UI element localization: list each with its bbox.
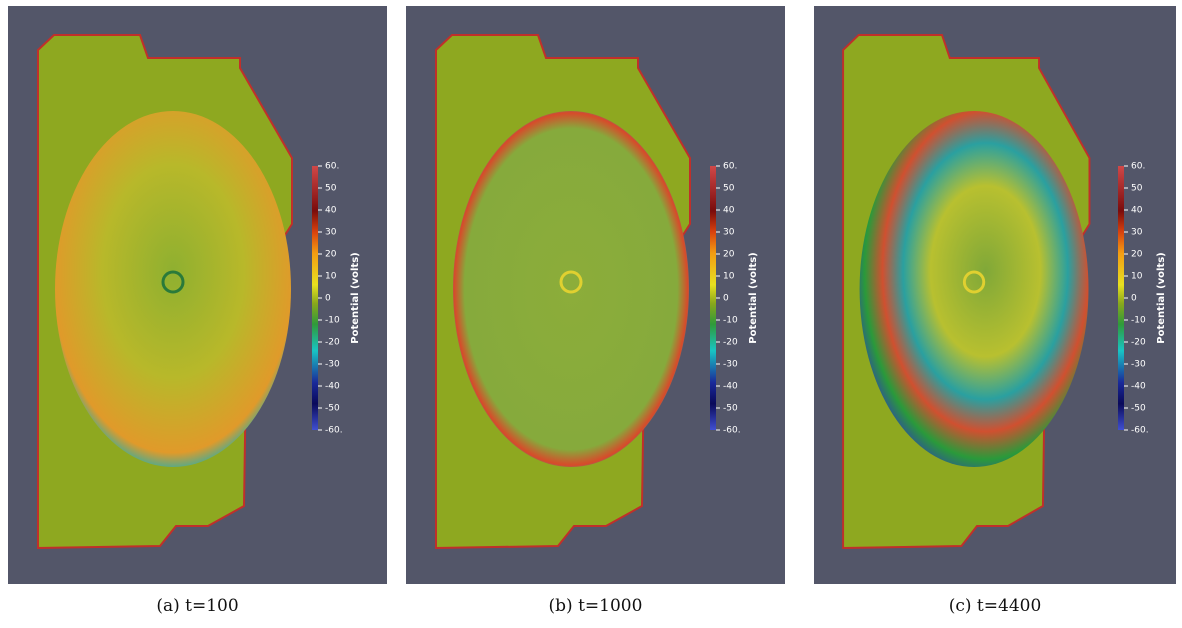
- colorbar-tick-label: 0: [325, 294, 331, 304]
- colorbar-tick-label: -10: [723, 316, 738, 326]
- colorbar-tick-label: 0: [723, 294, 729, 304]
- colorbar-tick-label: -10: [1131, 316, 1146, 326]
- colorbar-tick-label: 50: [1131, 184, 1143, 194]
- colorbar-tick-label: -50: [1131, 404, 1146, 414]
- caption: (a) t=100: [156, 596, 238, 616]
- colorbar-tick-label: -20: [1131, 338, 1146, 348]
- colorbar-tick-label: -60.: [1131, 426, 1149, 436]
- colorbar-tick-label: 30: [1131, 228, 1143, 238]
- panel: 60. 50 40 30 20 10 0 -10 -20 -30 -40 -50 -60. Potenti…: [406, 6, 785, 584]
- colorbar-tick-label: 40: [325, 206, 337, 216]
- colorbar-tick-label: 30: [325, 228, 337, 238]
- colorbar-tick-label: 20: [1131, 250, 1143, 260]
- colorbar-tick-label: -40: [723, 382, 738, 392]
- colorbar-tick-label: 10: [723, 272, 735, 282]
- caption: (c) t=4400: [949, 596, 1042, 616]
- panel: 60. 50 40 30 20 10 0 -10 -20 -30 -40 -50 -60. Potenti…: [814, 6, 1176, 584]
- colorbar-tick-label: 30: [723, 228, 735, 238]
- caption: (b) t=1000: [549, 596, 643, 616]
- colorbar: [312, 166, 318, 430]
- colorbar-tick-label: -50: [723, 404, 738, 414]
- colorbar-tick-label: -40: [1131, 382, 1146, 392]
- colorbar-tick-label: 60.: [723, 162, 737, 172]
- colorbar-tick-label: 20: [325, 250, 337, 260]
- colorbar-tick-label: 60.: [1131, 162, 1145, 172]
- colorbar-tick-label: 50: [723, 184, 735, 194]
- colorbar-tick-label: 50: [325, 184, 337, 194]
- colorbar-tick-label: -20: [325, 338, 340, 348]
- colorbar-tick-label: -30: [1131, 360, 1146, 370]
- plasma: [860, 111, 1089, 467]
- panels: 60. 50 40 30 20 10 0 -10 -20 -30 -40 -50 -60. Potenti…: [8, 6, 1176, 616]
- colorbar-tick-label: -10: [325, 316, 340, 326]
- colorbar-title: Potential (volts): [748, 252, 759, 343]
- colorbar-tick-label: -50: [325, 404, 340, 414]
- colorbar-tick-label: -60.: [723, 426, 741, 436]
- plasma: [55, 111, 291, 467]
- colorbar-tick-label: 40: [1131, 206, 1143, 216]
- colorbar-tick-label: 40: [723, 206, 735, 216]
- colorbar-tick-label: -40: [325, 382, 340, 392]
- colorbar: [710, 166, 716, 430]
- colorbar-tick-label: 0: [1131, 294, 1137, 304]
- colorbar-tick-label: -20: [723, 338, 738, 348]
- panel: 60. 50 40 30 20 10 0 -10 -20 -30 -40 -50 -60. Potenti…: [8, 6, 387, 584]
- figure: 60. 50 40 30 20 10 0 -10 -20 -30 -40 -50 -60. Potenti…: [0, 0, 1182, 628]
- colorbar-tick-label: -60.: [325, 426, 343, 436]
- colorbar-tick-label: -30: [723, 360, 738, 370]
- plasma: [453, 111, 689, 467]
- colorbar-tick-label: 10: [325, 272, 337, 282]
- colorbar-title: Potential (volts): [1156, 252, 1167, 343]
- colorbar-tick-label: 20: [723, 250, 735, 260]
- colorbar-title: Potential (volts): [350, 252, 361, 343]
- colorbar-tick-label: 10: [1131, 272, 1143, 282]
- colorbar-tick-label: -30: [325, 360, 340, 370]
- colorbar: [1118, 166, 1124, 430]
- colorbar-tick-label: 60.: [325, 162, 339, 172]
